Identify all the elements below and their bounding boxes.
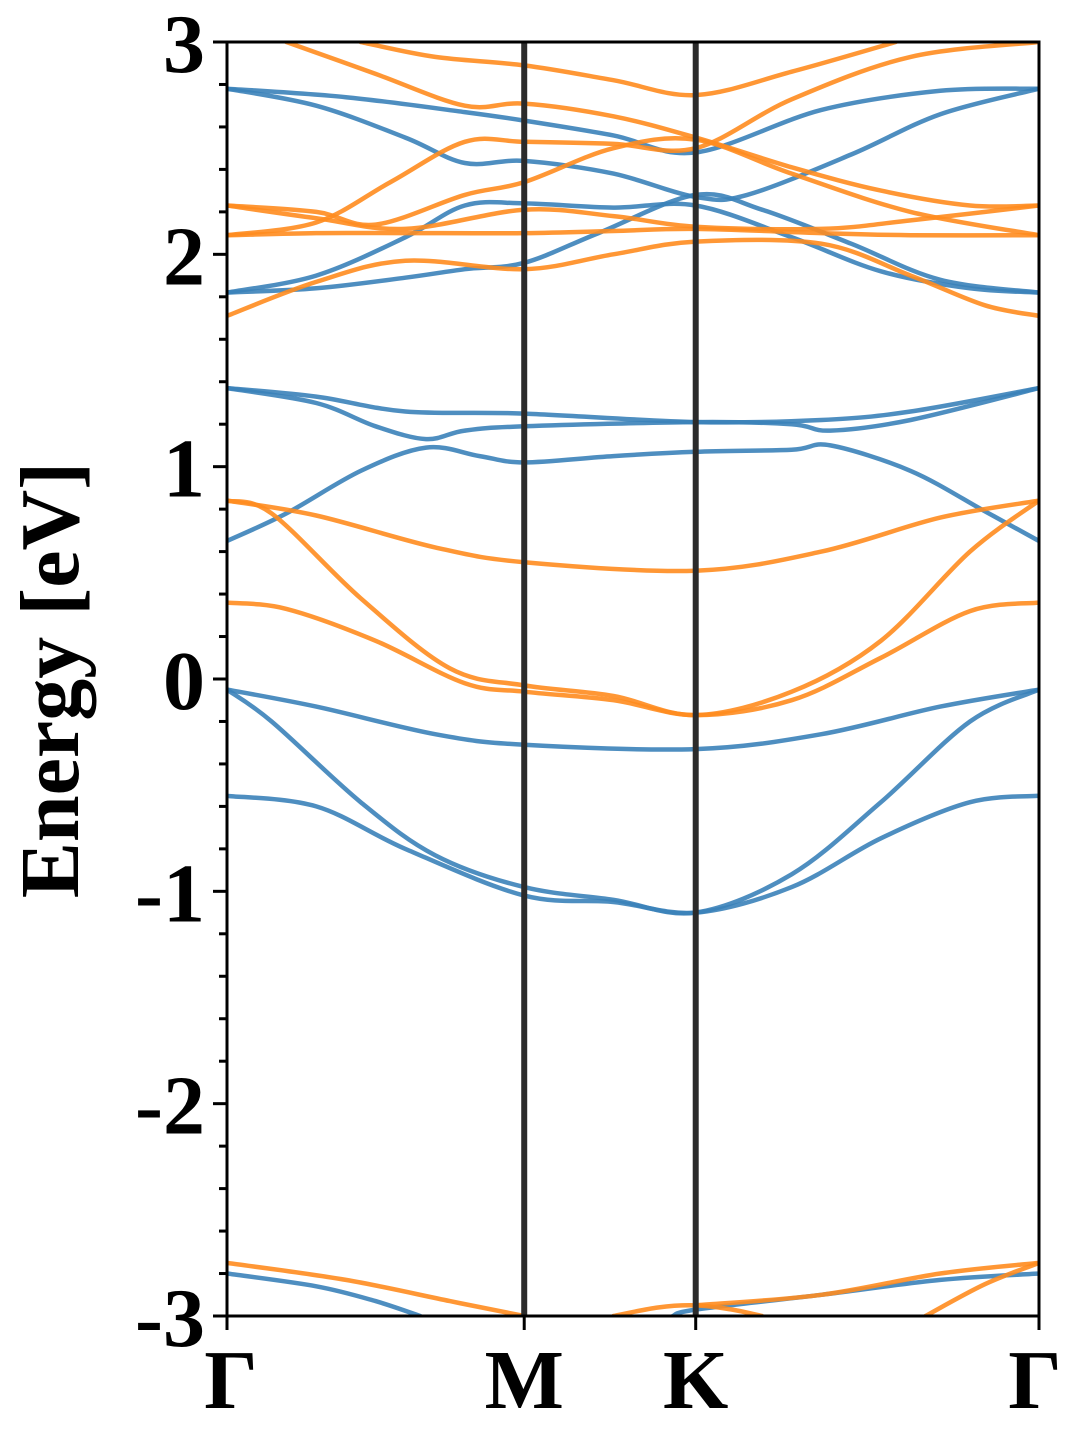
x-tick-label: Γ bbox=[204, 1334, 257, 1427]
band-line-blue bbox=[227, 793, 1039, 916]
y-tick-label: -3 bbox=[135, 1272, 205, 1365]
y-tick-label: -2 bbox=[135, 1060, 205, 1153]
x-tick-label: Γ bbox=[1008, 1334, 1061, 1427]
band-line-blue bbox=[227, 442, 1039, 544]
band-line-blue bbox=[227, 86, 1039, 203]
band-line-orange bbox=[227, 600, 1039, 718]
y-axis-ticks: 3 2 1 0 -1 -2 -3 bbox=[135, 0, 227, 1365]
y-tick-label: 1 bbox=[163, 423, 205, 516]
band-line-orange bbox=[358, 42, 898, 98]
band-line-orange bbox=[227, 203, 1039, 232]
band-line-blue bbox=[227, 687, 1039, 752]
y-tick-label: 2 bbox=[163, 210, 205, 303]
band-line-orange bbox=[227, 226, 1039, 238]
band-line-blue bbox=[227, 385, 1039, 442]
band-line-orange bbox=[227, 237, 1039, 319]
band-line-blue bbox=[227, 385, 1039, 425]
band-line-blue bbox=[227, 1271, 423, 1316]
y-tick-label: 0 bbox=[163, 635, 205, 728]
band-line-orange bbox=[227, 42, 1039, 238]
band-line-orange bbox=[227, 498, 1039, 718]
x-tick-label: M bbox=[485, 1334, 564, 1427]
y-tick-label: 3 bbox=[163, 0, 205, 91]
band-line-orange bbox=[227, 498, 1039, 574]
band-line-orange bbox=[923, 1260, 1039, 1316]
band-line-blue bbox=[227, 86, 1039, 156]
band-line-blue bbox=[227, 687, 1039, 916]
high-symmetry-lines bbox=[521, 42, 699, 1316]
y-axis-label: Energy [eV] bbox=[4, 462, 97, 898]
band-line-orange bbox=[693, 1260, 1039, 1308]
x-tick-label: K bbox=[663, 1334, 728, 1427]
band-line-blue bbox=[227, 191, 1039, 295]
band-line-orange bbox=[284, 42, 1039, 209]
y-tick-label: -1 bbox=[135, 847, 205, 940]
band-line-orange bbox=[227, 1260, 527, 1316]
band-line-blue bbox=[227, 199, 1039, 295]
bands-layer bbox=[227, 42, 1039, 1316]
